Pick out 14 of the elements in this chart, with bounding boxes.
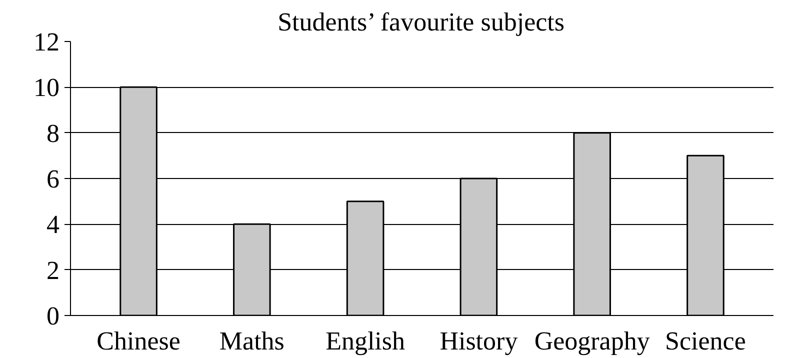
y-tick-label: 8 [46, 118, 60, 148]
y-tick-label: 6 [46, 164, 60, 194]
y-tick-label: 12 [34, 28, 60, 56]
y-tick-label: 2 [46, 256, 60, 285]
chart-title: Students’ favourite subjects [278, 8, 564, 36]
x-tick-label: Geography [534, 326, 650, 356]
x-tick-label: Maths [219, 326, 284, 356]
y-tick-label: 10 [34, 73, 60, 102]
y-tick-label: 0 [46, 302, 60, 330]
x-tick-label: English [326, 326, 406, 356]
x-tick-label: Chinese [96, 326, 180, 356]
y-tick-label: 4 [46, 210, 60, 240]
x-tick-label: History [440, 326, 518, 356]
x-tick-label: Science [665, 326, 746, 356]
